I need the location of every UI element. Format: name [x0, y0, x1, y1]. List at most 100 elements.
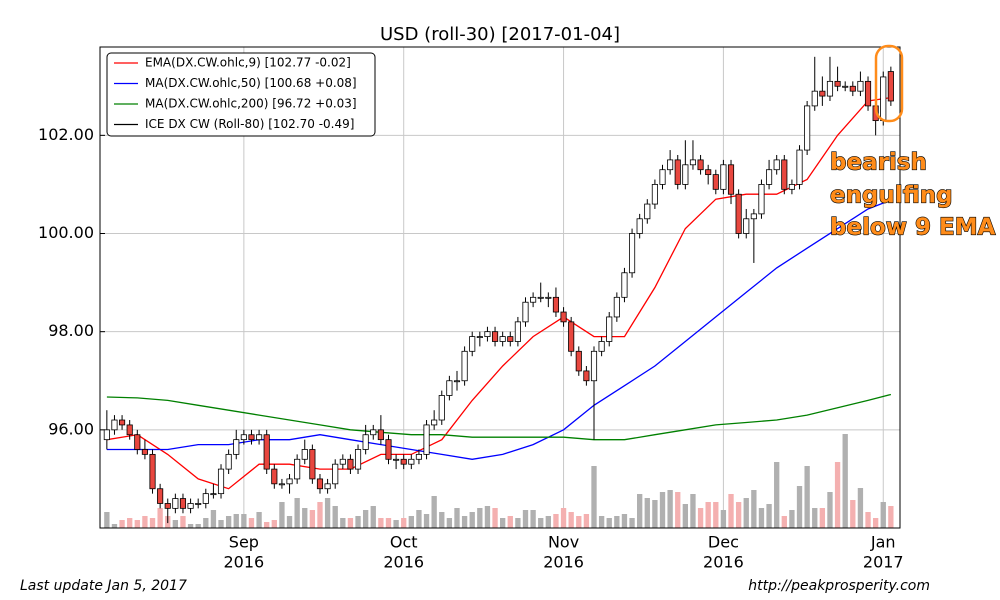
- candle-body: [788, 184, 795, 190]
- volume-bar: [180, 516, 186, 528]
- volume-bar: [644, 498, 650, 528]
- candle-body: [141, 449, 148, 455]
- volume-bar: [728, 494, 734, 528]
- volume-bar: [401, 518, 407, 528]
- candle-body: [636, 218, 643, 234]
- candle-body: [332, 463, 339, 485]
- volume-bar: [157, 508, 163, 528]
- candle-body: [217, 468, 225, 495]
- volume-bar: [233, 514, 239, 528]
- candle-body: [537, 296, 544, 299]
- volume-bar: [119, 520, 125, 528]
- volume-bar: [690, 494, 696, 528]
- candle-body: [370, 429, 377, 436]
- volume-bar: [591, 466, 597, 528]
- candle-body: [864, 80, 872, 107]
- candle-body: [149, 453, 156, 490]
- annotation: engulfing: [830, 183, 953, 209]
- volume-bar: [370, 506, 376, 528]
- volume-bar: [804, 466, 810, 528]
- volume-bar: [324, 498, 331, 528]
- candle-body: [522, 301, 529, 323]
- candle-body: [689, 159, 697, 166]
- annotation: below 9 EMA: [830, 215, 996, 241]
- candle-body: [849, 85, 856, 92]
- volume-bar: [705, 502, 711, 528]
- candle-body: [575, 350, 582, 372]
- volume-bar: [576, 516, 582, 528]
- candle-body: [172, 498, 179, 509]
- volume-bar: [172, 520, 179, 528]
- footer-right: http://peakprosperity.com: [748, 578, 930, 594]
- volume-bar: [446, 518, 453, 528]
- volume-bar: [286, 516, 293, 528]
- volume-bar: [225, 516, 232, 528]
- candle-body: [606, 316, 613, 342]
- volume-bar: [789, 510, 795, 528]
- volume-bar: [218, 520, 224, 528]
- candle-body: [469, 336, 476, 352]
- volume-bar: [317, 502, 323, 528]
- x-tick-year: 2016: [224, 553, 265, 572]
- candle-body: [796, 149, 803, 185]
- volume-bar: [880, 502, 886, 528]
- candle-body: [697, 159, 704, 171]
- volume-bar: [332, 506, 338, 528]
- volume-bar: [500, 518, 506, 528]
- volume-bar: [819, 508, 826, 528]
- volume-bar: [758, 508, 765, 528]
- candle-body: [621, 272, 628, 298]
- candle-body: [347, 458, 354, 470]
- volume-bar: [553, 514, 559, 528]
- volume-bar: [347, 518, 354, 528]
- candle-body: [598, 341, 605, 352]
- candle-body: [453, 380, 461, 383]
- volume-bar: [416, 510, 422, 528]
- volume-bar: [781, 516, 787, 528]
- candle-body: [712, 174, 719, 190]
- volume-bar: [774, 462, 780, 528]
- candle-body: [552, 296, 560, 313]
- footer-left: Last update Jan 5, 2017: [20, 578, 187, 594]
- volume-bar: [522, 510, 529, 528]
- volume-bar: [652, 500, 658, 528]
- candle-body: [385, 439, 392, 460]
- volume-bar: [454, 508, 460, 528]
- volume-bar: [720, 510, 727, 528]
- candle-body: [583, 370, 590, 382]
- volume-bar: [751, 490, 757, 528]
- volume-bar: [659, 492, 666, 528]
- volume-bar: [637, 494, 643, 528]
- candle-body: [887, 71, 894, 102]
- candle-body: [400, 458, 407, 465]
- volume-bar: [492, 508, 498, 528]
- volume-bar: [834, 462, 841, 528]
- candle-body: [126, 424, 133, 436]
- candle-body: [651, 184, 658, 205]
- volume-bar: [812, 508, 818, 528]
- legend-label: ICE DX CW (Roll-80) [102.70 -0.49]: [145, 117, 354, 131]
- volume-bar: [713, 502, 719, 528]
- legend-label: EMA(DX.CW.ohlc,9) [102.77 -0.02]: [145, 56, 351, 70]
- candle-body: [187, 503, 194, 509]
- x-tick-label: Sep: [229, 533, 259, 552]
- legend-box: [106, 52, 376, 137]
- candle-body: [202, 493, 209, 504]
- candle-body: [210, 493, 217, 496]
- candle-body: [103, 429, 110, 441]
- candle-body: [880, 76, 887, 122]
- candle-body: [773, 159, 780, 171]
- candle-body: [659, 169, 666, 185]
- volume-bar: [187, 524, 194, 528]
- candle-body: [377, 429, 384, 441]
- volume-bar: [583, 514, 590, 528]
- volume-bar: [538, 518, 544, 528]
- volume-bar: [439, 512, 445, 528]
- candle-body: [766, 169, 773, 185]
- candle-body: [682, 164, 689, 185]
- volume-bar: [484, 506, 491, 528]
- candle-body: [743, 218, 750, 234]
- ma-line: [106, 393, 892, 441]
- volume-bar: [682, 504, 689, 528]
- volume-bar: [629, 518, 635, 528]
